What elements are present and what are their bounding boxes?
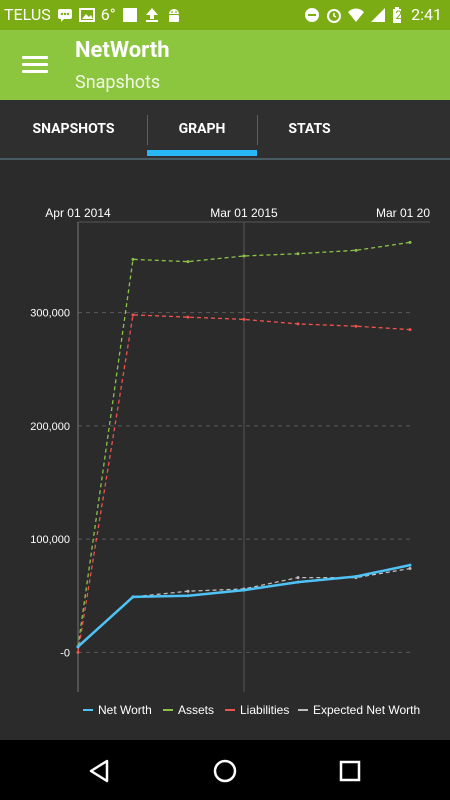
tab-snapshots[interactable]: SNAPSHOTS: [32, 121, 115, 137]
y-tick-label: 200,000: [30, 421, 70, 433]
data-point: [242, 254, 246, 258]
data-point: [131, 257, 135, 261]
data-point: [186, 260, 190, 264]
app-title: NetWorth: [75, 38, 170, 63]
status-bar: TELUS 6° 2 2:41: [0, 0, 450, 30]
do-not-disturb-icon: [305, 7, 320, 22]
wifi-icon: [348, 8, 365, 22]
y-tick-label: -0: [60, 647, 70, 659]
data-point: [76, 650, 80, 654]
menu-icon[interactable]: [22, 56, 48, 74]
net-worth-chart[interactable]: -0 100,000 200,000 300,000 Apr 01 2014 Mar 01…: [0, 160, 450, 740]
data-point: [296, 252, 300, 256]
legend-label: Expected Net Worth: [313, 703, 420, 717]
image-icon: [78, 7, 95, 22]
app-bar: NetWorth Snapshots: [0, 30, 450, 100]
data-point: [186, 589, 190, 593]
data-point: [354, 574, 358, 578]
tab-stats[interactable]: STATS: [288, 121, 331, 137]
home-icon[interactable]: [212, 758, 238, 784]
temperature-label: 6°: [100, 5, 116, 24]
legend-label: Assets: [178, 703, 214, 717]
data-point: [186, 594, 190, 598]
data-point: [354, 324, 358, 328]
data-point: [354, 248, 358, 252]
data-point: [408, 563, 412, 567]
data-point: [408, 328, 412, 332]
x-tick-label: Mar 01 20: [376, 206, 430, 220]
y-tick-label: 300,000: [30, 308, 70, 320]
recents-icon[interactable]: [337, 758, 363, 784]
battery-icon: [393, 6, 402, 23]
status-right: 2 2:41: [304, 5, 442, 24]
x-tick-label: Mar 01 2015: [210, 206, 278, 220]
tab-divider: [147, 115, 148, 145]
carrier-label: TELUS: [4, 5, 51, 24]
data-point: [408, 240, 412, 244]
y-tick-label: 100,000: [30, 534, 70, 546]
upload-icon: [145, 7, 158, 22]
data-point: [131, 313, 135, 317]
data-point: [76, 645, 80, 649]
signal-icon: [371, 7, 386, 22]
legend-label: Liabilities: [240, 703, 289, 717]
data-point: [131, 595, 135, 599]
message-icon: [57, 8, 72, 22]
data-point: [242, 317, 246, 321]
data-point: [186, 315, 190, 319]
data-point: [242, 588, 246, 592]
battery-level-label: 2: [395, 7, 403, 22]
status-left: TELUS 6°: [4, 5, 182, 24]
android-icon: [168, 8, 179, 22]
data-point: [408, 567, 412, 571]
x-tick-label: Apr 01 2014: [45, 206, 111, 220]
alarm-icon: [327, 8, 342, 23]
data-point: [296, 580, 300, 584]
back-icon[interactable]: [87, 758, 113, 784]
time-label: 2:41: [411, 5, 442, 24]
legend-label: Net Worth: [98, 703, 152, 717]
tab-divider: [257, 115, 258, 145]
app-subtitle: Snapshots: [75, 72, 161, 93]
blank-icon: [122, 7, 137, 22]
tab-graph[interactable]: GRAPH: [178, 121, 226, 137]
data-point: [296, 322, 300, 326]
graph-panel: -0 100,000 200,000 300,000 Apr 01 2014 Mar 01…: [0, 160, 450, 740]
navigation-bar: [0, 740, 450, 800]
selected-tab-indicator: [147, 150, 257, 156]
data-point: [296, 576, 300, 580]
